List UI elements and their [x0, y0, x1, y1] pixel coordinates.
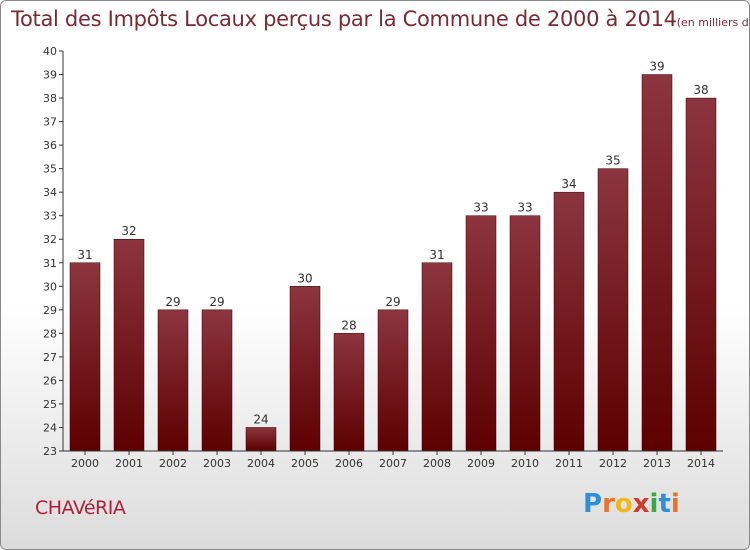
y-tick-label-25: 25: [43, 398, 57, 411]
x-tick-label-2014: 2014: [687, 457, 715, 470]
bar-2010: [509, 215, 541, 452]
chart-unit-label: (en milliers d'€): [676, 16, 749, 29]
y-tick-label-34: 34: [43, 186, 57, 199]
y-tick-label-40: 40: [43, 45, 57, 58]
x-tick-label-2011: 2011: [555, 457, 583, 470]
y-tick-label-23: 23: [43, 445, 57, 458]
x-tick-label-2006: 2006: [335, 457, 363, 470]
y-tick-label-39: 39: [43, 69, 57, 82]
bar-series: [69, 74, 717, 452]
y-tick-label-28: 28: [43, 327, 57, 340]
y-tick-label-38: 38: [43, 92, 57, 105]
y-tick-label-32: 32: [43, 233, 57, 246]
data-labels: 31 32 29 29 24 30 28 29 31 33 33 34 35 39 38: [77, 60, 708, 427]
x-tick-label-2002: 2002: [159, 457, 187, 470]
data-label-2002: 29: [165, 295, 180, 309]
y-axis-ticks: 23 24 25 26 27 28 29 30 31 32 33 34 35 36 37 38 39 40: [43, 45, 63, 458]
y-tick-label-36: 36: [43, 139, 57, 152]
logo-letter-p: P: [583, 489, 603, 519]
bar-2004: [245, 427, 277, 452]
x-tick-label-2010: 2010: [511, 457, 539, 470]
bar-2003: [201, 309, 233, 452]
data-label-2005: 30: [297, 271, 312, 285]
logo-letter-o: o: [614, 489, 633, 519]
data-label-2014: 38: [693, 83, 708, 97]
data-label-2013: 39: [649, 60, 664, 74]
x-tick-label-2012: 2012: [599, 457, 627, 470]
y-tick-label-31: 31: [43, 257, 57, 270]
y-tick-label-30: 30: [43, 280, 57, 293]
data-label-2009: 33: [473, 201, 488, 215]
bar-2009: [465, 215, 497, 452]
bar-2014: [685, 97, 717, 452]
x-tick-label-2013: 2013: [643, 457, 671, 470]
data-label-2010: 33: [517, 201, 532, 215]
x-tick-label-2004: 2004: [247, 457, 275, 470]
chart-title: Total des Impôts Locaux perçus par la Co…: [11, 7, 749, 31]
logo-letter-r: r: [602, 489, 615, 519]
bar-2000: [69, 262, 101, 452]
y-tick-label-29: 29: [43, 304, 57, 317]
data-label-2012: 35: [605, 154, 620, 168]
logo-letter-i: i: [649, 489, 659, 519]
bar-2011: [553, 191, 585, 452]
data-label-2000: 31: [77, 248, 92, 262]
bar-2001: [113, 238, 145, 452]
x-tick-label-2007: 2007: [379, 457, 407, 470]
proxiti-logo: Proxiti: [583, 489, 680, 519]
data-label-2001: 32: [121, 224, 136, 238]
x-tick-label-2000: 2000: [71, 457, 99, 470]
y-tick-label-33: 33: [43, 210, 57, 223]
bar-2006: [333, 333, 365, 452]
data-label-2003: 29: [209, 295, 224, 309]
y-tick-label-35: 35: [43, 163, 57, 176]
bar-2012: [597, 168, 629, 452]
bar-2005: [289, 286, 321, 452]
bar-2013: [641, 74, 673, 452]
bar-2008: [421, 262, 453, 452]
data-label-2004: 24: [253, 412, 268, 426]
chart-title-text: Total des Impôts Locaux perçus par la Co…: [11, 7, 677, 31]
y-tick-label-26: 26: [43, 374, 57, 387]
bar-2002: [157, 309, 189, 452]
x-tick-label-2001: 2001: [115, 457, 143, 470]
x-tick-label-2008: 2008: [423, 457, 451, 470]
x-tick-label-2003: 2003: [203, 457, 231, 470]
data-label-2007: 29: [385, 295, 400, 309]
logo-letter-t: t: [658, 489, 671, 519]
x-tick-label-2009: 2009: [467, 457, 495, 470]
commune-name: CHAVéRIA: [35, 497, 126, 519]
logo-letter-i2: i: [670, 489, 680, 519]
bar-2007: [377, 309, 409, 452]
data-label-2008: 31: [429, 248, 444, 262]
x-axis-ticks: 2000 2001 2002 2003 2004 2005 2006 2007 2008 2009…: [71, 451, 715, 470]
data-label-2011: 34: [561, 177, 576, 191]
data-label-2006: 28: [341, 318, 356, 332]
y-tick-label-27: 27: [43, 351, 57, 364]
x-tick-label-2005: 2005: [291, 457, 319, 470]
logo-letter-x: x: [632, 489, 650, 519]
y-tick-label-24: 24: [43, 421, 57, 434]
y-tick-label-37: 37: [43, 116, 57, 129]
